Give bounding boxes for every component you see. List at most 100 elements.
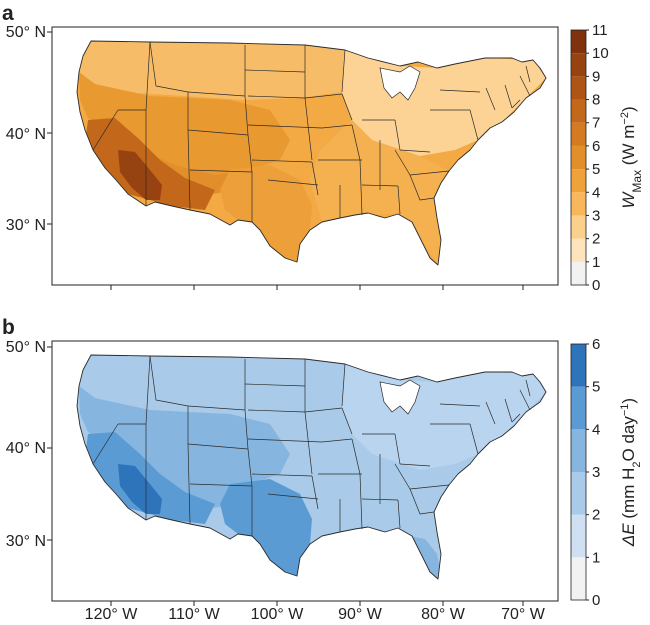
colorbar-swatch-b-3 — [571, 429, 586, 472]
lon-label-120w: 120° W — [85, 606, 139, 623]
state-boundary-a-28 — [359, 159, 363, 216]
state-boundary-b-24 — [341, 407, 353, 435]
state-boundary-a-34 — [394, 119, 401, 151]
panel-a-wmax-map: a 50° N 40° N 30° N 0 1 2 3 4 5 6 7 8 9 10 11 WMax (… — [2, 2, 644, 294]
colorbar-swatch-b-5 — [571, 344, 586, 387]
colorbar-swatch-b-0 — [571, 557, 586, 600]
lat-label-40n-a: 40° N — [6, 126, 46, 143]
great-lakes-a — [379, 65, 421, 101]
state-boundary-b-19 — [251, 473, 313, 477]
state-boundary-b-40 — [469, 423, 479, 455]
state-boundary-a-22 — [341, 49, 346, 93]
colorbar-swatch-a-8 — [571, 76, 586, 100]
longitude-axis: 120° W 110° W 100° W 90° W 80° W 70° W — [85, 606, 546, 623]
lat-label-50n-b: 50° N — [6, 339, 46, 356]
lon-label-80w: 80° W — [421, 606, 466, 623]
state-boundary-a-17 — [247, 124, 323, 129]
colorbar-frame-a — [570, 29, 587, 286]
state-boundary-b-22 — [341, 363, 346, 407]
us-coastline-b — [76, 354, 547, 580]
state-boundary-b-32 — [397, 499, 401, 529]
state-boundary-b-37 — [409, 488, 435, 515]
lon-label-100w: 100° W — [251, 606, 305, 623]
us-map-b — [76, 354, 547, 580]
great-lakes-b — [379, 379, 421, 415]
colorbar-swatch-a-5 — [571, 145, 586, 170]
colorbar-tick-label-a-11: 11 — [592, 22, 608, 39]
lon-label-90w: 90° W — [338, 606, 383, 623]
region-texas-south-b — [220, 479, 312, 576]
state-boundary-a-8 — [187, 129, 249, 136]
state-boundary-a-11 — [189, 169, 253, 173]
state-boundary-a-16 — [304, 97, 309, 126]
map-frame-a — [51, 26, 559, 286]
state-boundary-b-20 — [311, 475, 319, 510]
state-boundary-a-35 — [399, 149, 431, 153]
state-boundary-b-10 — [247, 448, 253, 487]
state-boundary-a-39 — [439, 89, 481, 93]
colorbar-swatch-b-2 — [571, 472, 586, 515]
state-boundary-a-7 — [244, 95, 249, 136]
state-boundary-a-45 — [525, 65, 531, 83]
state-boundary-a-44 — [519, 75, 531, 97]
colorbar-tick-label-a-10: 10 — [592, 45, 609, 62]
region-west-interior-a — [79, 72, 290, 175]
state-boundary-b-23 — [304, 407, 343, 413]
colorbar-tick-label-b-2: 2 — [592, 507, 600, 524]
colorbar-tick-label-a-1: 1 — [592, 254, 600, 271]
colorbar-swatch-a-6 — [571, 122, 586, 146]
state-boundary-a-20 — [311, 161, 319, 196]
state-boundary-a-25 — [321, 124, 353, 129]
lat-label-30n-b: 30° N — [6, 533, 46, 550]
colorbar-tick-label-a-5: 5 — [592, 161, 600, 178]
colorbar-tick-label-a-4: 4 — [592, 184, 600, 201]
colorbar-tick-label-a-9: 9 — [592, 68, 600, 85]
region-northern-tier-b — [79, 355, 345, 414]
colorbar-swatch-a-3 — [571, 192, 586, 216]
state-boundary-a-41 — [485, 87, 496, 111]
colorbar-swatch-a-7 — [571, 99, 586, 123]
state-boundary-b-34 — [394, 433, 401, 465]
state-boundary-b-28 — [359, 473, 363, 530]
us-coastline-a — [76, 40, 547, 266]
state-boundary-a-15 — [244, 69, 306, 73]
latitude-axis-b: 50° N 40° N 30° N — [6, 339, 52, 550]
state-boundary-a-14 — [247, 95, 306, 99]
state-boundary-a-4 — [92, 109, 119, 151]
state-boundary-a-26 — [351, 124, 361, 161]
colorbar-tick-label-a-7: 7 — [592, 115, 600, 132]
state-boundary-a-43 — [511, 99, 521, 109]
state-boundary-a-23 — [304, 93, 343, 99]
region-great-lakes-northeast-a — [342, 50, 546, 156]
colorbar-tick-label-b-4: 4 — [592, 421, 600, 438]
region-lower-colorado-core-b — [118, 464, 162, 514]
longitude-ticks-b — [110, 601, 524, 606]
state-boundary-b-43 — [511, 413, 521, 423]
state-boundary-b-11 — [189, 483, 253, 487]
colorbar-b: 0 1 2 3 4 5 6 ΔE (mm H2O day−1) — [570, 336, 643, 609]
colorbar-tick-label-a-6: 6 — [592, 138, 600, 155]
state-boundary-b-1 — [149, 355, 189, 407]
region-desert-southwest-a — [86, 118, 215, 210]
state-boundary-b-18 — [307, 438, 313, 475]
colorbar-swatch-b-4 — [571, 386, 586, 430]
state-boundary-b-8 — [187, 443, 249, 450]
colorbar-label-a: WMax (W m−2) — [619, 106, 644, 208]
state-boundary-b-44 — [519, 389, 531, 411]
colorbar-swatch-a-10 — [571, 30, 586, 54]
colorbar-tick-label-b-3: 3 — [592, 464, 600, 481]
region-great-lakes-northeast-b — [342, 364, 546, 470]
state-boundary-b-14 — [247, 409, 306, 413]
state-boundary-b-5 — [187, 405, 246, 411]
state-boundary-b-39 — [439, 403, 481, 407]
state-boundary-a-42 — [504, 84, 513, 109]
state-boundary-b-26 — [351, 438, 361, 475]
state-boundary-b-17 — [247, 438, 323, 443]
state-boundary-b-15 — [244, 383, 306, 387]
state-boundary-b-42 — [504, 398, 513, 423]
state-boundary-b-7 — [244, 409, 249, 450]
region-desert-southwest-b — [86, 432, 215, 524]
colorbar-tick-label-b-6: 6 — [592, 336, 600, 353]
colorbar-tick-label-b-5: 5 — [592, 379, 600, 396]
